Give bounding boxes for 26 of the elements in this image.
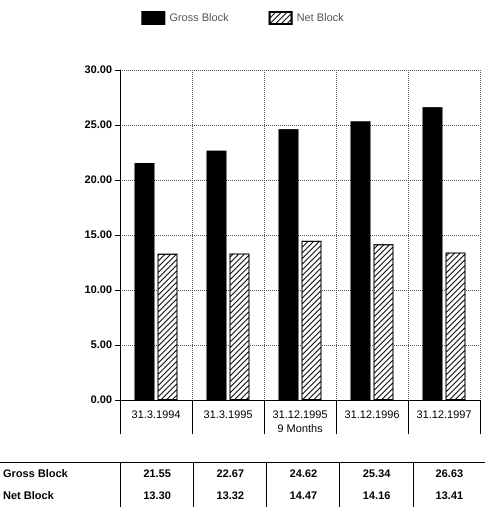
y-tick-label: 20.00	[84, 174, 112, 186]
x-tick-label: 31.12.1997	[416, 409, 472, 421]
data-label: 25.34	[340, 462, 414, 485]
x-tick-label: 31.12.1996	[344, 409, 400, 421]
text: Net Block	[3, 490, 54, 502]
data-label: 13.30	[120, 485, 194, 507]
data-label: 21.55	[120, 462, 194, 485]
x-tick-label: 31.12.1995 9 Months	[272, 409, 328, 435]
y-tick-label: 15.00	[84, 229, 112, 241]
x-tick-label: 31.3.1995	[204, 409, 252, 421]
y-tick-label: 0.00	[90, 394, 112, 406]
data-label: 26.63	[413, 462, 485, 485]
legend-label: Gross Block	[169, 12, 230, 24]
data-label: 22.67	[194, 462, 267, 485]
y-tick-label: 10.00	[84, 284, 112, 296]
text: Gross Block	[3, 468, 68, 480]
legend-label: Net Block	[296, 12, 344, 24]
data-label: 13.41	[413, 485, 485, 507]
data-label: 13.32	[194, 485, 267, 507]
y-tick-label: 25.00	[84, 119, 112, 131]
y-tick-label: 30.00	[84, 64, 112, 76]
x-tick-label: 31.3.1994	[132, 409, 180, 421]
y-tick-label: 5.00	[90, 339, 112, 351]
data-label: 24.62	[266, 462, 340, 485]
data-label: 14.16	[340, 485, 414, 507]
data-label: 14.47	[266, 485, 340, 507]
